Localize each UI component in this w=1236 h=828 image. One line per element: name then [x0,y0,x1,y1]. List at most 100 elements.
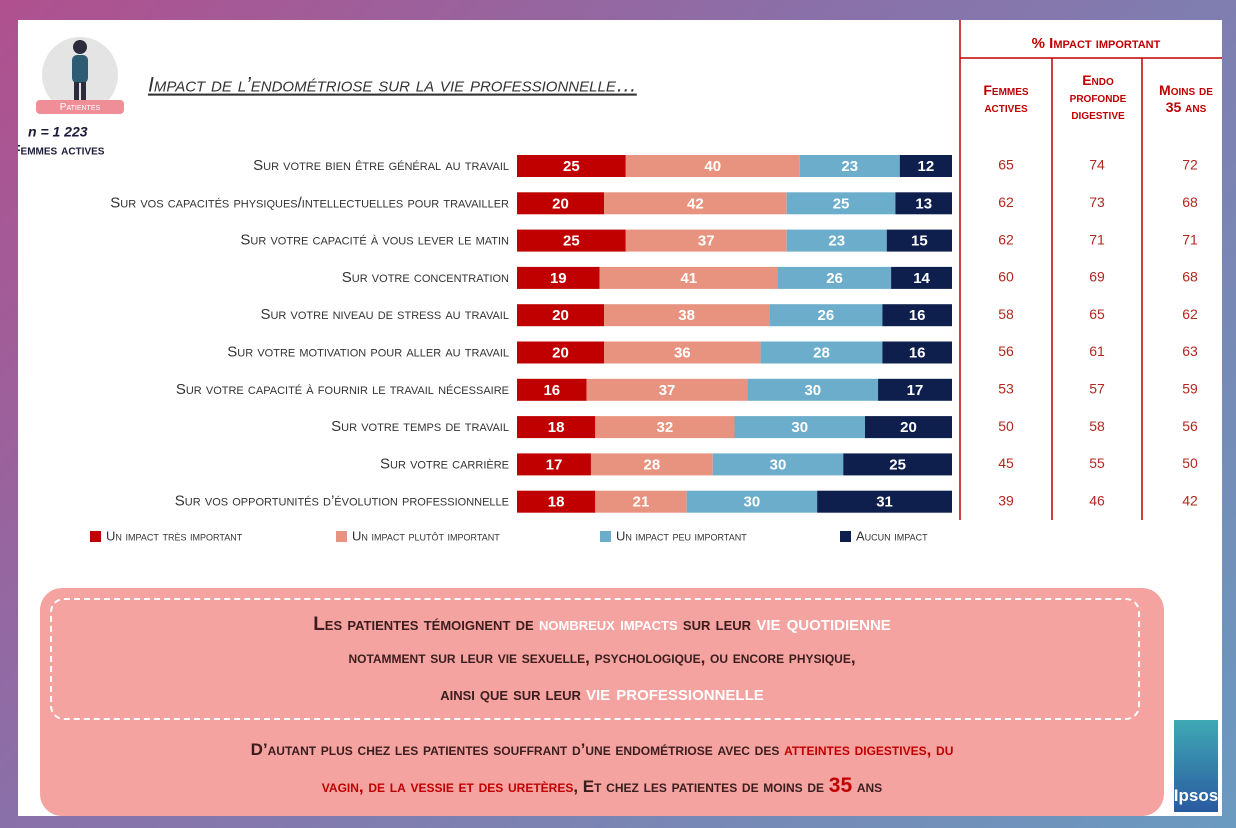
table-column-header: Endo profonde digestive [1056,72,1140,123]
logo: Ipsos [1174,720,1218,812]
callout-text: ans [852,777,882,796]
data-label: 18 [548,419,565,436]
data-label: 28 [644,456,661,473]
table-cell: 62 [1182,306,1198,322]
table-cell: 71 [1182,231,1198,247]
table-cell: 46 [1089,492,1105,508]
data-label: 30 [804,382,821,399]
callout-line: Les patientes témoignent de nombreux imp… [40,610,1164,636]
data-label: 38 [678,307,695,324]
sample-size: n = 1 223 [28,124,88,140]
callout-text: Les patientes témoignent de [313,614,539,635]
table-title: % Impact important [1032,35,1161,52]
callout-highlight: 35 [829,774,852,797]
data-label: 18 [548,494,565,511]
table-cell: 65 [998,157,1014,173]
callout-text: ainsi que sur leur [440,684,586,704]
data-label: 28 [813,344,830,361]
table-column-header: Femmes actives [962,82,1050,116]
table-cell: 69 [1089,269,1105,285]
data-label: 17 [546,456,563,473]
table-cell: 73 [1089,194,1105,210]
avatar-body [72,55,88,83]
data-label: 16 [909,344,926,361]
data-label: 20 [552,307,569,324]
callout-highlight: atteintes digestives, du [784,740,953,759]
table-cell: 68 [1182,194,1198,210]
data-label: 40 [704,158,721,175]
table-cell: 60 [998,269,1014,285]
sample-label: Femmes actives [18,142,105,158]
table-cell: 62 [998,194,1014,210]
table-cell: 72 [1182,157,1198,173]
table-cell: 57 [1089,381,1105,397]
data-label: 14 [913,270,930,287]
legend-swatch [600,531,611,542]
data-label: 23 [841,158,858,175]
data-label: 36 [674,344,691,361]
legend-label: Aucun impact [856,528,928,543]
category-label: Sur votre niveau de stress au travail [260,306,509,323]
table-cell: 50 [1182,455,1198,471]
badge-label: Patientes [60,102,101,113]
callout-text: , Et chez les patientes de moins de [573,777,828,796]
table-cell: 42 [1182,492,1198,508]
data-label: 25 [889,456,906,473]
data-label: 25 [563,158,580,175]
data-label: 12 [918,158,935,175]
data-label: 37 [698,233,715,250]
category-label: Sur votre concentration [342,269,509,286]
table-cell: 63 [1182,343,1198,359]
chart-title: Impact de l’endométriose sur la vie prof… [148,74,637,97]
data-label: 32 [657,419,674,436]
callout: Les patientes témoignent de nombreux imp… [40,588,1164,816]
data-label: 17 [907,382,924,399]
data-label: 41 [680,270,697,287]
data-label: 16 [543,382,560,399]
data-label: 37 [659,382,676,399]
category-label: Sur vos opportunités d’évolution profess… [175,493,509,510]
data-label: 26 [826,270,843,287]
table-cell: 68 [1182,269,1198,285]
table-cell: 56 [1182,418,1198,434]
data-label: 30 [744,494,761,511]
data-label: 26 [818,307,835,324]
callout-line: D’autant plus chez les patientes souffra… [40,740,1164,760]
table-cell: 45 [998,455,1014,471]
callout-text: sur leur [678,614,757,635]
legend-label: Un impact plutôt important [352,528,500,543]
callout-line: ainsi que sur leur vie professionnelle [40,680,1164,706]
table-cell: 65 [1089,306,1105,322]
table-cell: 53 [998,381,1014,397]
callout-highlight: vie quotidienne [756,610,890,635]
data-label: 31 [876,494,893,511]
table-column-header-text: Moins de 35 ans [1156,82,1216,116]
data-label: 42 [687,195,704,212]
table-cell: 59 [1182,381,1198,397]
category-label: Sur votre temps de travail [331,418,509,435]
category-label: Sur votre bien être général au travail [253,157,509,174]
table-cell: 55 [1089,455,1105,471]
data-label: 19 [550,270,567,287]
table-column-header: Moins de 35 ans [1146,82,1222,116]
data-label: 20 [552,344,569,361]
callout-highlight: nombreux impacts [539,614,678,635]
data-label: 23 [828,233,845,250]
table-cell: 50 [998,418,1014,434]
avatar-head [73,40,87,54]
legend-swatch [336,531,347,542]
callout-text: D’autant plus chez les patientes souffra… [251,740,784,759]
callout-line: vagin, de la vessie et des uretères, Et … [40,774,1164,798]
slide: Patientes n = 1 223 Femmes actives Impac… [18,20,1222,816]
table-cell: 58 [1089,418,1105,434]
category-label: Sur votre capacité à vous lever le matin [240,232,509,249]
category-label: Sur votre carrière [380,455,509,472]
table-cell: 39 [998,492,1014,508]
data-label: 13 [915,195,932,212]
legend-label: Un impact peu important [616,528,747,543]
table-cell: 62 [998,231,1014,247]
callout-text: notamment sur leur vie sexuelle, psychol… [348,648,855,667]
legend-label: Un impact très important [106,528,243,543]
category-label: Sur vos capacités physiques/intellectuel… [110,194,509,211]
data-label: 25 [833,195,850,212]
